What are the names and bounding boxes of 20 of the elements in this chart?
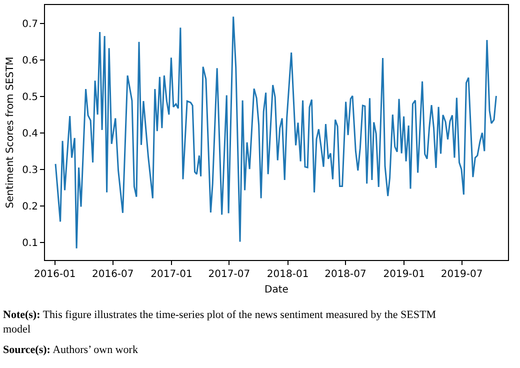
x-tick-label: 2016-01	[34, 269, 76, 280]
y-tick-label: 0.7	[22, 18, 38, 30]
y-tick-label: 0.5	[22, 92, 38, 103]
x-tick-label: 2016-07	[92, 269, 134, 280]
y-tick-label: 0.2	[22, 201, 38, 212]
y-tick-label: 0.6	[22, 55, 38, 66]
y-axis-title: Sentiment Scores from SESTM	[5, 56, 16, 208]
x-tick-label: 2017-07	[208, 269, 250, 280]
x-tick-label: 2019-07	[440, 269, 483, 280]
x-tick-label: 2018-07	[324, 269, 366, 280]
y-tick-label: 0.3	[22, 164, 38, 176]
y-tick-label: 0.4	[22, 128, 38, 140]
y-tick-label: 0.1	[22, 238, 38, 249]
x-tick-label: 2018-01	[266, 269, 309, 280]
text: Note(s): This figure illustrates the time-series plot of the news sentiment measured by the SESTM model	[3, 309, 436, 336]
source-note: Source(s): Authors’ own work	[3, 344, 138, 356]
x-axis-title: Date	[264, 284, 288, 296]
x-tick-label: 2017-01	[150, 269, 192, 280]
line-series	[54, 16, 497, 250]
x-tick-label: 2019-01	[383, 269, 426, 280]
